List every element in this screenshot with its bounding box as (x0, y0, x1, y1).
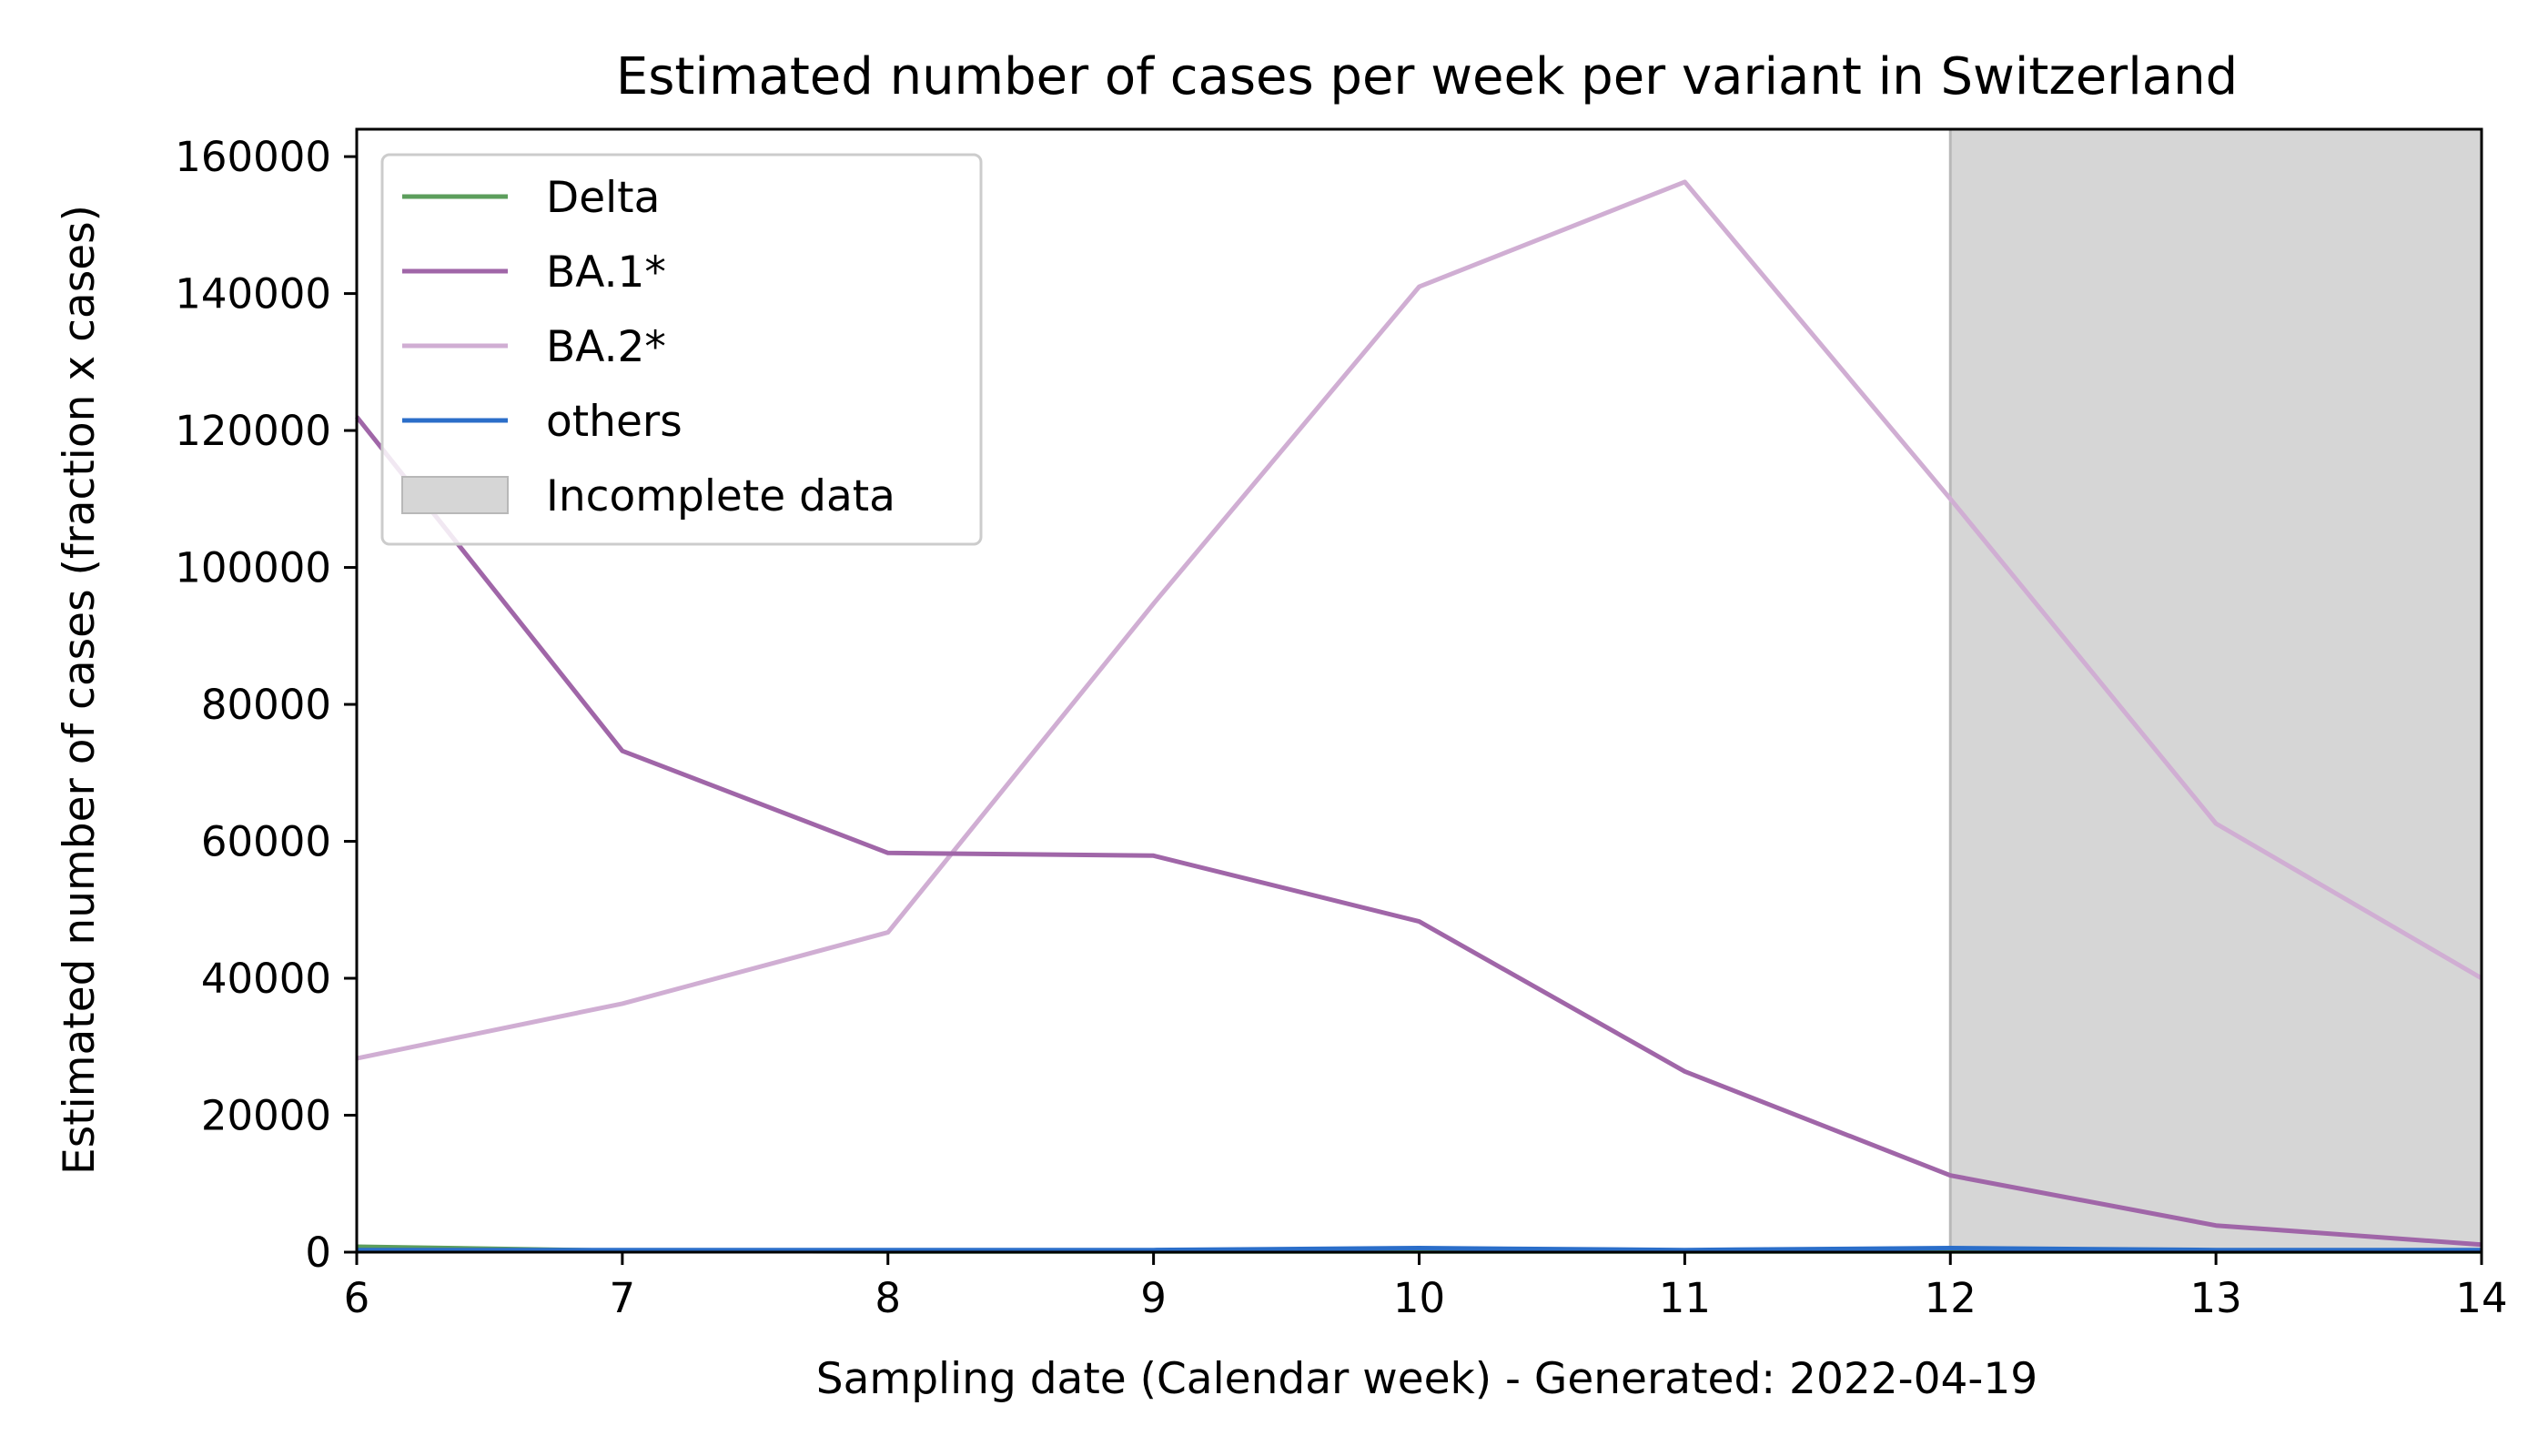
series-line-others (357, 1246, 2482, 1253)
x-tick-label: 7 (610, 1274, 636, 1322)
y-tick-label: 20000 (201, 1092, 331, 1140)
legend-swatch-incomplete-data (401, 476, 509, 514)
x-tick-label: 10 (1393, 1274, 1445, 1322)
incomplete-data-region (1950, 129, 2482, 1252)
legend-label-incomplete-data: Incomplete data (546, 471, 895, 521)
x-axis-title: Sampling date (Calendar week) - Generate… (816, 1354, 2037, 1404)
series-line-ba-2 (356, 179, 2483, 1061)
legend-label-ba-1: BA.1* (546, 248, 666, 298)
series-line-ba-1 (355, 415, 2482, 1248)
x-tick-label: 13 (2189, 1274, 2241, 1322)
legend-box (380, 153, 983, 546)
legend-label-others: others (546, 397, 682, 447)
x-tick-label: 9 (1140, 1274, 1167, 1322)
y-tick-label: 140000 (175, 270, 331, 318)
y-tick-label: 0 (305, 1228, 331, 1277)
legend: Delta BA.1* BA.2* others Incomplete data (380, 153, 983, 546)
x-tick-label: 11 (1659, 1274, 1711, 1322)
x-tick-label: 12 (1925, 1274, 1977, 1322)
y-axis-title: Estimated number of cases (fraction x ca… (55, 205, 105, 1175)
y-tick-label: 40000 (201, 955, 331, 1003)
axes: 6 7 8 9 10 11 12 13 14 0 20000 40000 60000 80000 10000… (175, 127, 2508, 1322)
y-tick-label: 160000 (175, 133, 331, 181)
plot-area (355, 129, 2483, 1254)
y-tick-label: 100000 (175, 544, 331, 592)
x-tick-label: 8 (875, 1274, 901, 1322)
x-tick-label: 14 (2455, 1274, 2507, 1322)
y-tick-label: 120000 (175, 407, 331, 455)
x-tick-label: 6 (344, 1274, 370, 1322)
legend-label-ba-2: BA.2* (546, 322, 666, 372)
legend-label-delta: Delta (546, 173, 660, 223)
y-tick-label: 80000 (201, 681, 331, 729)
chart-title: Estimated number of cases per week per v… (616, 47, 2238, 106)
y-tick-label: 60000 (201, 818, 331, 866)
